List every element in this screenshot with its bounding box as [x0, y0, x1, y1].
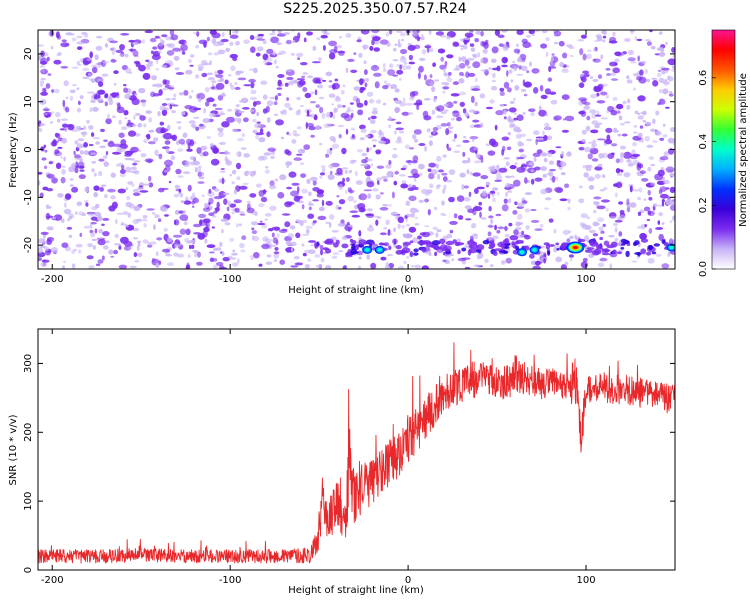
colorbar-tick-label: 0.4	[698, 134, 709, 150]
snr-series-line	[38, 342, 675, 564]
spectrogram-peak	[362, 245, 373, 254]
x-tick-label: -200	[41, 575, 64, 586]
snr-frame	[37, 328, 676, 571]
bottom-y-axis-label: SNR (10 * v/v)	[8, 414, 19, 485]
x-tick-label: 100	[576, 575, 595, 586]
y-tick-label: 10	[23, 95, 34, 108]
colorbar-ticks: 0.0 0.2 0.4 0.6	[698, 70, 716, 277]
y-tick-label: -10	[23, 189, 34, 205]
spectrogram-peaks	[362, 241, 675, 257]
y-tick-label: 0	[23, 567, 34, 573]
top-y-axis: -20 -10 0 10 20	[23, 48, 675, 253]
y-tick-label: 20	[23, 48, 34, 61]
top-x-axis-label: Height of straight line (km)	[288, 285, 424, 296]
chart-title: S225.2025.350.07.57.R24	[283, 1, 467, 17]
snr-panel: -200 -100 0 100 0 100 200 300 Height of straig…	[8, 328, 676, 596]
top-y-axis-label: Frequency (Hz)	[8, 112, 19, 188]
spectrogram-peak	[516, 248, 527, 257]
colorbar-gradient	[712, 30, 735, 269]
spectrogram-peak	[374, 245, 385, 254]
spectrogram-peak	[529, 245, 540, 254]
colorbar-tick-label: 0.6	[698, 70, 709, 86]
colorbar-tick-label: 0.2	[698, 197, 709, 213]
bottom-x-axis: -200 -100 0 100	[41, 329, 596, 586]
x-tick-label: -200	[41, 274, 64, 285]
colorbar-label: Normalized spectral amplitude	[738, 73, 749, 227]
bottom-y-axis: 0 100 200 300	[23, 354, 675, 573]
y-tick-label: -20	[23, 237, 34, 253]
x-tick-label: -100	[219, 274, 242, 285]
x-tick-label: 0	[405, 274, 411, 285]
top-x-axis: -200 -100 0 100	[41, 30, 596, 285]
x-tick-label: 100	[576, 274, 595, 285]
bottom-x-axis-label: Height of straight line (km)	[288, 585, 424, 596]
spectrogram-heatmap	[38, 30, 675, 269]
y-tick-label: 200	[23, 423, 34, 442]
x-tick-label: 0	[405, 575, 411, 586]
colorbar: 0.0 0.2 0.4 0.6 Normalized spectral amplitu…	[698, 29, 749, 277]
x-tick-label: -100	[219, 575, 242, 586]
colorbar-tick-label: 0.0	[698, 261, 709, 277]
spectrogram-peak	[566, 241, 585, 254]
y-tick-label: 300	[23, 354, 34, 373]
y-tick-label: 0	[23, 146, 34, 152]
y-tick-label: 100	[23, 492, 34, 511]
